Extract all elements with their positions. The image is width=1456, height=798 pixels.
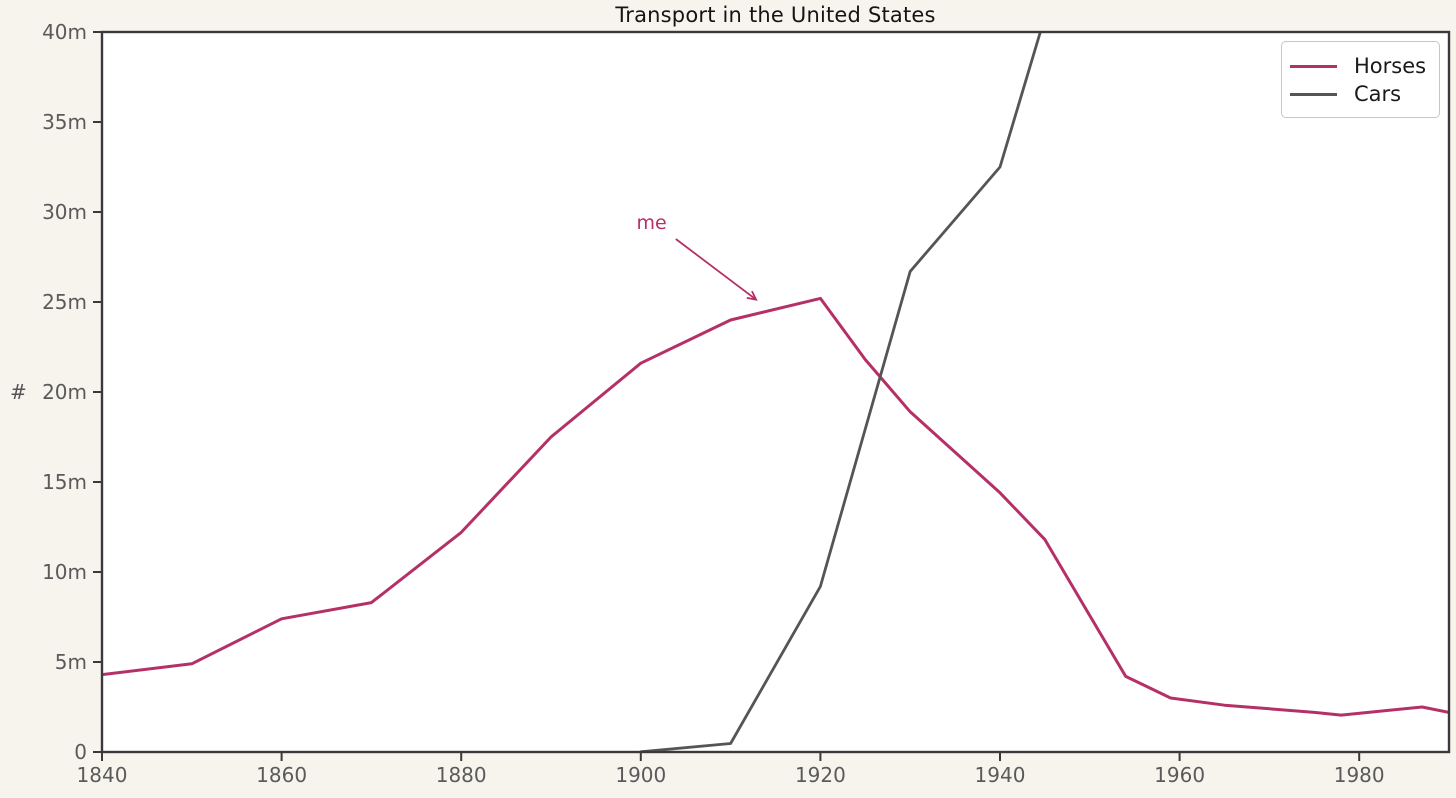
series-layer (102, 32, 1449, 752)
legend-label: Cars (1354, 82, 1402, 106)
y-tick-label: 5m (55, 650, 87, 674)
legend-item-cars: Cars (1290, 80, 1427, 108)
chart-title: Transport in the United States (615, 3, 936, 27)
y-tick-label: 0 (74, 740, 87, 764)
x-tick-label: 1980 (1334, 763, 1385, 787)
x-tick-label: 1940 (975, 763, 1026, 787)
legend-label: Horses (1354, 54, 1427, 78)
x-tick-label: 1960 (1154, 763, 1205, 787)
plot-border (100, 30, 1451, 754)
legend-line-swatch (1290, 92, 1337, 96)
axis-tick-labels: 1840 1860 1880 1900 1920 1940 1960 1980 0 5m 10m 15… (42, 20, 1385, 787)
annotation-text: me (636, 212, 666, 234)
y-tick-label: 30m (42, 200, 87, 224)
series-line-cars (639, 32, 1042, 752)
x-tick-label: 1860 (256, 763, 307, 787)
y-tick-label: 20m (42, 380, 87, 404)
annotation-layer: me (636, 212, 755, 299)
y-tick-label: 40m (42, 20, 87, 44)
legend: Horses Cars (1281, 41, 1440, 118)
plot-area (102, 32, 1449, 752)
y-axis-label: # (10, 380, 27, 404)
axis-tick-marks (93, 31, 1361, 761)
x-tick-label: 1880 (436, 763, 487, 787)
y-tick-label: 10m (42, 560, 87, 584)
y-tick-label: 15m (42, 470, 87, 494)
legend-item-horses: Horses (1290, 52, 1427, 80)
y-tick-label: 35m (42, 110, 87, 134)
annotation-arrow (675, 238, 756, 299)
series-line-horses (102, 296, 1449, 717)
x-tick-label: 1920 (795, 763, 846, 787)
x-tick-label: 1900 (615, 763, 666, 787)
y-tick-label: 25m (42, 290, 87, 314)
x-tick-label: 1840 (77, 763, 128, 787)
legend-line-swatch (1290, 64, 1337, 68)
